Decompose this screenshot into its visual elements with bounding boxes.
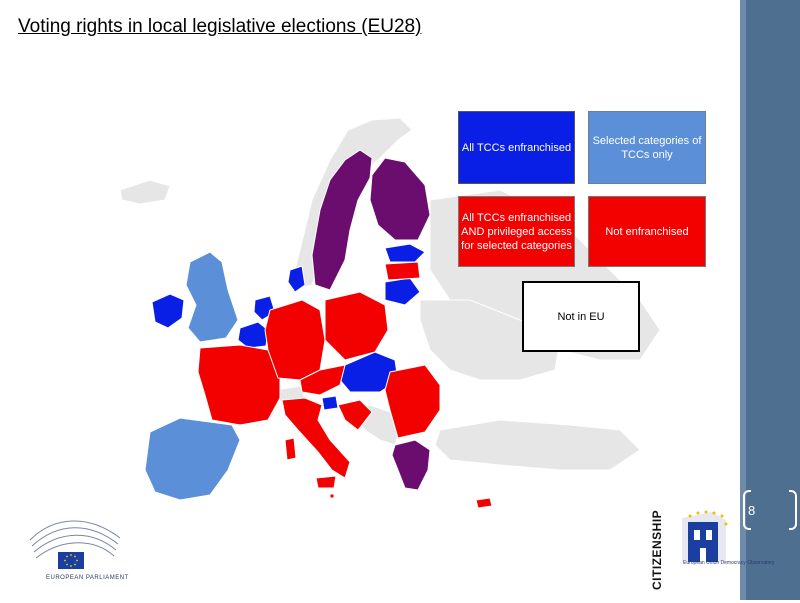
map-finland bbox=[369, 157, 431, 241]
legend-not-enfranchised-label: Not enfranchised bbox=[605, 225, 689, 238]
observatory-label: European Union Democracy Observatory bbox=[683, 560, 775, 566]
legend-not-in-eu-label: Not in EU bbox=[557, 310, 605, 323]
legend-not-enfranchised: Not enfranchised bbox=[588, 196, 706, 267]
map-ireland bbox=[151, 293, 185, 329]
map-lithuania bbox=[384, 277, 421, 306]
map-sweden bbox=[311, 149, 373, 291]
side-bar-shade bbox=[740, 0, 746, 600]
map-sardinia bbox=[284, 437, 297, 461]
map-belgium-lux bbox=[237, 321, 269, 349]
map-croatia bbox=[337, 399, 373, 431]
map-denmark bbox=[287, 265, 306, 293]
map-belarus-ukraine bbox=[419, 299, 561, 381]
citizenship-label: CITIZENSHIP bbox=[650, 509, 664, 590]
map-cyprus bbox=[475, 497, 493, 509]
page-bracket-left bbox=[743, 490, 751, 530]
map-slovenia bbox=[321, 395, 339, 411]
page-number: 8 bbox=[748, 503, 756, 518]
map-france bbox=[197, 344, 281, 426]
citizenship-tower-icon bbox=[682, 510, 728, 562]
map-greece bbox=[391, 439, 431, 491]
legend-privileged-label: All TCCs enfranchised AND privileged acc… bbox=[461, 211, 572, 252]
map-uk bbox=[185, 251, 239, 343]
legend-selected-categories: Selected categories of TCCs only bbox=[588, 111, 706, 184]
map-poland bbox=[324, 291, 389, 361]
legend-privileged-access: All TCCs enfranchised AND privileged acc… bbox=[458, 196, 575, 267]
map-iceland bbox=[119, 179, 171, 205]
map-iberia bbox=[144, 417, 241, 501]
map-germany bbox=[264, 299, 326, 381]
citizenship-logo bbox=[654, 500, 736, 598]
map-latvia bbox=[384, 261, 421, 281]
legend-selected-label: Selected categories of TCCs only bbox=[592, 134, 702, 161]
legend-all-tccs: All TCCs enfranchised bbox=[458, 111, 575, 184]
page-bracket-right bbox=[789, 490, 797, 530]
map-turkey bbox=[434, 419, 641, 471]
slide-title: Voting rights in local legislative elect… bbox=[18, 16, 422, 37]
map-sicily bbox=[315, 475, 337, 489]
legend-not-in-eu: Not in EU bbox=[522, 281, 640, 352]
map-estonia bbox=[384, 243, 426, 263]
legend-all-tccs-label: All TCCs enfranchised bbox=[461, 141, 572, 154]
map-italy bbox=[281, 397, 351, 479]
map-czechia-austria bbox=[299, 364, 346, 396]
european-parliament-logo-icon bbox=[29, 520, 121, 569]
map-romania-bulgaria bbox=[384, 364, 441, 439]
map-malta bbox=[329, 493, 335, 499]
european-parliament-label: EUROPEAN PARLIAMENT bbox=[46, 575, 129, 581]
side-bar bbox=[740, 0, 800, 600]
